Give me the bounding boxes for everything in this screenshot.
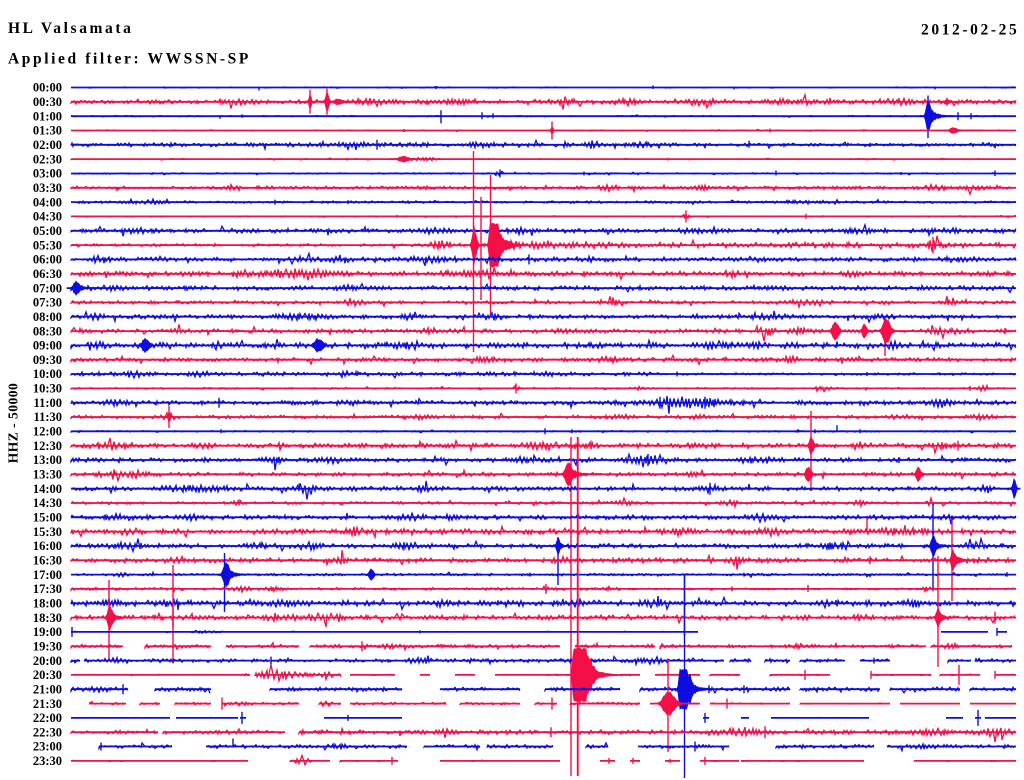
svg-text:05:30: 05:30 [33,238,62,252]
svg-text:13:30: 13:30 [33,468,62,482]
svg-text:03:30: 03:30 [33,181,62,195]
svg-text:07:30: 07:30 [33,296,62,310]
svg-text:08:00: 08:00 [33,310,62,324]
svg-text:02:30: 02:30 [33,152,62,166]
svg-text:00:00: 00:00 [33,81,62,95]
svg-text:HHZ - 50000: HHZ - 50000 [6,383,21,464]
svg-text:09:30: 09:30 [33,353,62,367]
svg-text:16:30: 16:30 [33,554,62,568]
svg-text:08:30: 08:30 [33,324,62,338]
svg-text:05:00: 05:00 [33,224,62,238]
svg-text:23:30: 23:30 [33,754,62,768]
svg-text:15:30: 15:30 [33,525,62,539]
svg-text:06:00: 06:00 [33,253,62,267]
svg-text:01:00: 01:00 [33,109,62,123]
svg-text:20:30: 20:30 [33,668,62,682]
svg-text:15:00: 15:00 [33,511,62,525]
svg-text:18:30: 18:30 [33,611,62,625]
svg-text:03:00: 03:00 [33,167,62,181]
svg-text:19:30: 19:30 [33,640,62,654]
svg-text:11:30: 11:30 [34,410,62,424]
svg-text:00:30: 00:30 [33,95,62,109]
svg-text:2012-02-25: 2012-02-25 [921,22,1019,39]
svg-text:21:00: 21:00 [33,682,62,696]
svg-text:09:00: 09:00 [33,339,62,353]
svg-text:04:30: 04:30 [33,210,62,224]
svg-text:19:00: 19:00 [33,625,62,639]
svg-text:20:00: 20:00 [33,654,62,668]
svg-text:17:30: 17:30 [33,582,62,596]
svg-text:13:00: 13:00 [33,453,62,467]
svg-text:14:30: 14:30 [33,496,62,510]
svg-text:01:30: 01:30 [33,124,62,138]
svg-text:23:00: 23:00 [33,740,62,754]
svg-text:11:00: 11:00 [34,396,62,410]
svg-text:14:00: 14:00 [33,482,62,496]
svg-text:22:30: 22:30 [33,725,62,739]
svg-text:18:00: 18:00 [33,597,62,611]
svg-text:10:30: 10:30 [33,382,62,396]
svg-text:22:00: 22:00 [33,711,62,725]
svg-text:12:30: 12:30 [33,439,62,453]
svg-text:17:00: 17:00 [33,568,62,582]
svg-text:Applied filter: WWSSN-SP: Applied filter: WWSSN-SP [8,51,251,68]
svg-text:12:00: 12:00 [33,425,62,439]
svg-text:HL Valsamata: HL Valsamata [8,20,134,37]
svg-text:21:30: 21:30 [33,697,62,711]
svg-text:10:00: 10:00 [33,367,62,381]
svg-text:04:00: 04:00 [33,195,62,209]
svg-text:16:00: 16:00 [33,539,62,553]
svg-text:07:00: 07:00 [33,281,62,295]
svg-text:02:00: 02:00 [33,138,62,152]
svg-text:06:30: 06:30 [33,267,62,281]
